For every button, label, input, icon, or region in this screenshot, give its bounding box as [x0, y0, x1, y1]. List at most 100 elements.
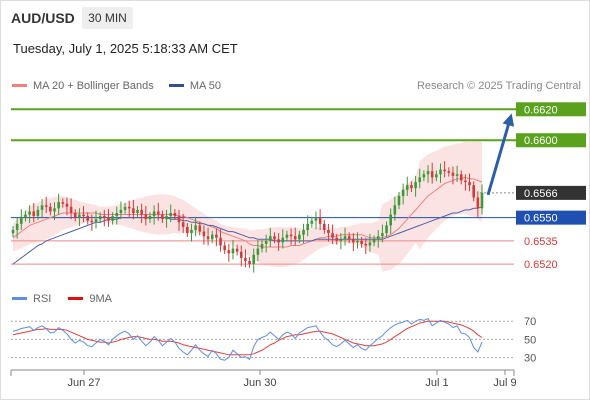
- candle-body: [186, 226, 189, 234]
- rsi-tick-label: 30: [524, 352, 536, 364]
- timeframe-button[interactable]: 30 MIN: [82, 7, 133, 29]
- candle-body: [289, 234, 293, 237]
- candle-body: [148, 216, 152, 220]
- x-tick-label: Jul 9: [493, 377, 516, 389]
- price-pane: 0.6620 0.6600 0.6566 0.6550 0.6535 0.6520: [11, 102, 586, 273]
- candle-body: [123, 206, 127, 210]
- candle-body: [177, 216, 181, 223]
- candle-body: [248, 260, 251, 265]
- candle-body: [57, 202, 60, 209]
- rsi-line: [12, 317, 483, 361]
- symbol-title: AUD/USD: [11, 10, 75, 26]
- price-label-0.6520: 0.6520: [524, 259, 558, 271]
- candle-body: [476, 197, 480, 209]
- candle-body: [198, 225, 202, 232]
- candle-body: [140, 209, 143, 215]
- candle-body: [302, 230, 305, 235]
- candle-body: [65, 203, 69, 207]
- legend-item-9ma: 9MA: [68, 293, 112, 305]
- candle-body: [405, 185, 409, 190]
- candle-body: [360, 240, 363, 244]
- candle-body: [472, 185, 475, 198]
- price-tag-text: 0.6566: [524, 188, 558, 200]
- candle-body: [293, 236, 297, 240]
- candle-body: [78, 214, 81, 218]
- candle-body: [40, 205, 44, 210]
- ma50-line: [12, 206, 483, 265]
- candle-body: [306, 223, 309, 231]
- candle-body: [277, 239, 280, 243]
- credit-text: Research © 2025 Trading Central: [416, 80, 581, 92]
- candle-body: [169, 212, 173, 217]
- legend-item-ma50: MA 50: [168, 80, 221, 92]
- candle-body: [389, 214, 392, 226]
- candle-body: [244, 257, 247, 261]
- candle-body: [352, 239, 355, 243]
- ma50-swatch: [168, 83, 184, 87]
- x-tick-label: Jun 27: [67, 377, 100, 389]
- candle-body: [298, 234, 301, 240]
- rsi-pane: 70 50 30: [11, 316, 536, 364]
- candle-body: [103, 216, 106, 218]
- candle-body: [61, 202, 65, 204]
- candle-body: [227, 250, 231, 254]
- candle-body: [256, 248, 260, 255]
- candle-body: [107, 217, 110, 221]
- candle-body: [173, 212, 177, 217]
- candle-body: [285, 234, 289, 238]
- candle-body: [435, 174, 438, 178]
- candle-body: [252, 254, 256, 265]
- candle-body: [15, 223, 19, 231]
- datetime-label: Tuesday, July 1, 2025 5:18:33 AM CET: [13, 41, 238, 56]
- ma20-swatch: [12, 83, 27, 87]
- legend-item-rsi: RSI: [12, 293, 51, 305]
- price-tag-0.6600: [516, 133, 586, 148]
- candle-body: [468, 182, 471, 186]
- price-label-0.6535: 0.6535: [524, 236, 558, 248]
- x-axis: Jun 27 Jun 30 Jul 1 Jul 9: [10, 369, 517, 389]
- bollinger-band: [13, 141, 482, 272]
- candle-body: [235, 248, 239, 252]
- price-tag-0.6620: [516, 102, 586, 117]
- candle-body: [115, 212, 119, 217]
- price-tag-text: 0.6550: [524, 213, 558, 225]
- legend-item-ma20: MA 20 + Bollinger Bands: [12, 80, 154, 92]
- candle-body: [165, 216, 168, 220]
- candle-body: [356, 240, 359, 243]
- candle-body: [273, 236, 276, 240]
- candle-body: [264, 240, 268, 244]
- price-tag-0.6566: [516, 185, 586, 200]
- candle-body: [422, 174, 426, 178]
- candle-body: [314, 217, 318, 221]
- candle-body: [459, 174, 463, 181]
- candle-body: [86, 216, 90, 221]
- candle-body: [343, 236, 347, 240]
- candle-body: [69, 206, 73, 213]
- candle-body: [480, 192, 484, 209]
- candle-body: [426, 171, 430, 175]
- x-tick-label: Jul 1: [425, 377, 448, 389]
- x-tick-label: Jun 30: [243, 377, 276, 389]
- candle-body: [111, 216, 114, 221]
- candle-body: [447, 171, 451, 173]
- candle-body: [364, 243, 368, 246]
- candle-body: [32, 211, 36, 217]
- candle-body: [327, 230, 330, 234]
- candle-body: [206, 236, 210, 240]
- candle-body: [397, 195, 401, 206]
- legend-ma20-label: MA 20 + Bollinger Bands: [33, 80, 154, 92]
- candle-body: [310, 220, 314, 224]
- candle-body: [455, 174, 459, 176]
- candle-body: [219, 237, 222, 246]
- candle-body: [231, 248, 235, 254]
- candle-body: [347, 236, 351, 240]
- candle-body: [127, 206, 131, 209]
- price-tag-text: 0.6600: [524, 135, 558, 147]
- candle-body: [28, 211, 31, 215]
- candle-body: [372, 239, 376, 243]
- rsi-9ma-line: [12, 320, 483, 356]
- candle-body: [73, 212, 77, 218]
- candle-body: [98, 216, 102, 220]
- projection-arrow-head: [502, 113, 515, 127]
